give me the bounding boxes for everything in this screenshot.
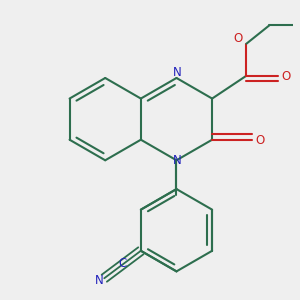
Text: O: O [255,134,264,147]
Text: C: C [118,257,127,270]
Text: N: N [173,154,182,167]
Text: N: N [173,66,182,79]
Text: O: O [281,70,290,83]
Text: O: O [233,32,242,45]
Text: N: N [95,274,104,287]
